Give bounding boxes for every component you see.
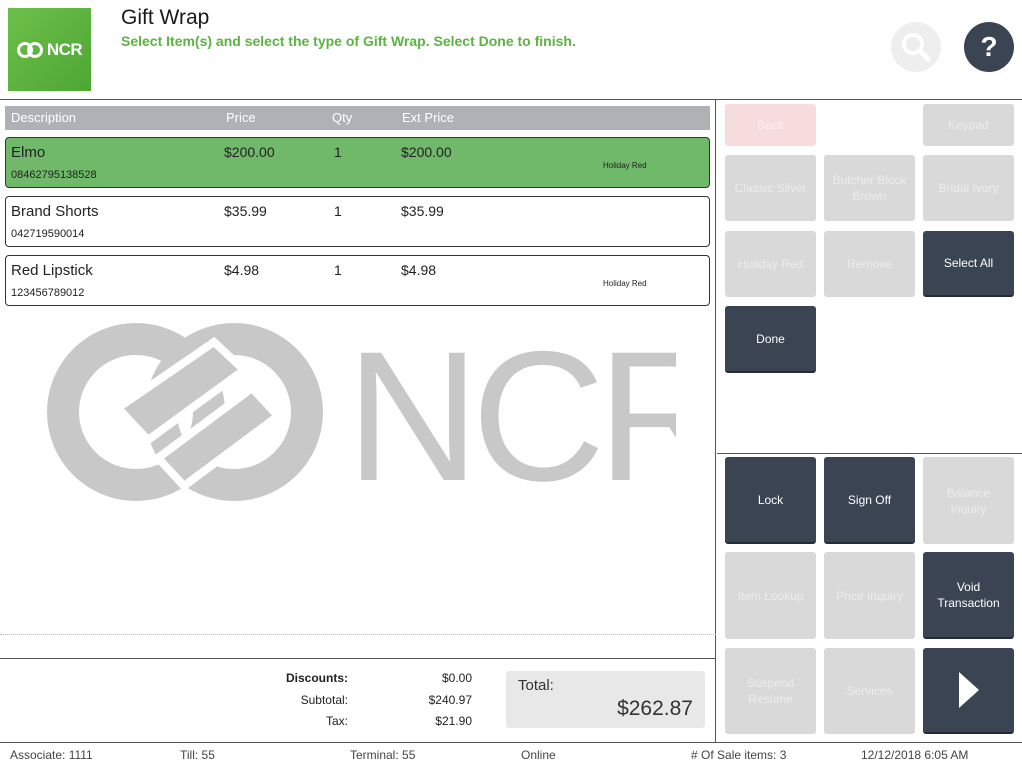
- transaction-panel: Description Price Qty Ext Price Elmo 084…: [0, 100, 716, 742]
- item-description: Brand Shorts: [11, 203, 99, 220]
- subtotal-value: $240.97: [428, 693, 472, 707]
- date-time: 12/12/2018 6:05 AM: [861, 748, 969, 762]
- page-instructions: Select Item(s) and select the type of Gi…: [121, 33, 576, 49]
- column-qty: Qty: [332, 110, 353, 125]
- item-upc: 123456789012: [11, 287, 85, 299]
- item-description: Elmo: [11, 144, 46, 161]
- item-qty: 1: [334, 262, 342, 278]
- terminal-status: Terminal: 55: [350, 748, 416, 762]
- till-status: Till: 55: [180, 748, 215, 762]
- item-upc: 042719590014: [11, 228, 85, 240]
- discounts-value: $0.00: [441, 671, 472, 685]
- column-price: Price: [226, 110, 256, 125]
- item-lookup-button[interactable]: Item Lookup: [725, 552, 816, 639]
- item-price: $200.00: [224, 144, 275, 160]
- butcher-block-brown-button[interactable]: Butcher Block Brown: [824, 155, 915, 221]
- done-button[interactable]: Done: [725, 306, 816, 373]
- total-value: $262.87: [617, 697, 693, 720]
- tax-value: $21.90: [435, 714, 472, 728]
- arrow-right-icon: [958, 672, 979, 708]
- void-transaction-button[interactable]: Void Transaction: [923, 552, 1014, 639]
- search-icon: [902, 33, 931, 62]
- item-gift-wrap: Holiday Red: [603, 279, 647, 288]
- watermark-text: NCR: [346, 314, 676, 520]
- suspend-resume-button[interactable]: Suspend Resume: [725, 648, 816, 734]
- search-button[interactable]: [891, 22, 941, 72]
- item-price: $4.98: [224, 262, 260, 278]
- ncr-watermark: NCR: [47, 314, 676, 520]
- item-upc: 08462795138528: [11, 169, 97, 181]
- item-gift-wrap: Holiday Red: [603, 161, 647, 170]
- page-title: Gift Wrap: [121, 6, 210, 29]
- services-button[interactable]: Services: [824, 648, 915, 734]
- balance-inquiry-button[interactable]: Balance Inquiry: [923, 457, 1014, 544]
- help-button[interactable]: ?: [964, 22, 1014, 72]
- remove-button[interactable]: Remove: [824, 231, 915, 297]
- column-description: Description: [11, 110, 77, 125]
- item-list-header: Description Price Qty Ext Price: [5, 106, 710, 130]
- holiday-red-button[interactable]: Holiday Red: [725, 231, 816, 297]
- item-qty: 1: [334, 203, 342, 219]
- discounts-label: Discounts:: [285, 671, 348, 685]
- sale-items-count: # Of Sale items: 3: [691, 748, 787, 762]
- lock-button[interactable]: Lock: [725, 457, 816, 544]
- total-box: Total: $262.87: [506, 671, 705, 728]
- total-label: Total:: [518, 677, 554, 694]
- logo-text: NCR: [46, 39, 83, 59]
- item-description: Red Lipstick: [11, 262, 93, 279]
- sign-off-button[interactable]: Sign Off: [824, 457, 915, 544]
- ncr-logo: NCR: [8, 8, 91, 91]
- help-icon: ?: [980, 31, 998, 62]
- back-button[interactable]: Back: [725, 104, 816, 146]
- header: NCR Gift Wrap Select Item(s) and select …: [0, 0, 1022, 100]
- next-page-button[interactable]: [923, 648, 1014, 734]
- column-ext-price: Ext Price: [402, 110, 455, 125]
- classic-silver-button[interactable]: Classic Silver: [725, 155, 816, 221]
- bridal-ivory-button[interactable]: Bridal Ivory: [923, 155, 1014, 221]
- associate-status: Associate: 1111: [10, 748, 93, 762]
- subtotal-label: Subtotal:: [300, 693, 348, 707]
- item-row-brand-shorts[interactable]: Brand Shorts 042719590014 $35.99 1 $35.9…: [5, 196, 710, 247]
- totals-area: Discounts: $0.00 Subtotal: $240.97 Tax: …: [0, 658, 716, 742]
- select-all-button[interactable]: Select All: [923, 231, 1014, 297]
- item-qty: 1: [334, 144, 342, 160]
- status-bar: Associate: 1111 Till: 55 Terminal: 55 On…: [0, 742, 1022, 766]
- ncr-logo-icon: [16, 41, 43, 58]
- item-row-red-lipstick[interactable]: Red Lipstick 123456789012 $4.98 1 $4.98 …: [5, 255, 710, 306]
- item-price: $35.99: [224, 203, 267, 219]
- panel-divider: [717, 453, 1022, 454]
- item-ext-price: $200.00: [401, 144, 452, 160]
- item-row-elmo[interactable]: Elmo 08462795138528 $200.00 1 $200.00 Ho…: [5, 137, 710, 188]
- keypad-button[interactable]: Keypad: [923, 104, 1014, 146]
- item-ext-price: $35.99: [401, 203, 444, 219]
- list-end-divider: [0, 634, 716, 635]
- tax-label: Tax:: [325, 714, 348, 728]
- price-inquiry-button[interactable]: Price Inquiry: [824, 552, 915, 639]
- item-ext-price: $4.98: [401, 262, 437, 278]
- button-panel: Back Keypad Classic Silver Butcher Block…: [717, 100, 1022, 742]
- connection-status: Online: [521, 748, 556, 762]
